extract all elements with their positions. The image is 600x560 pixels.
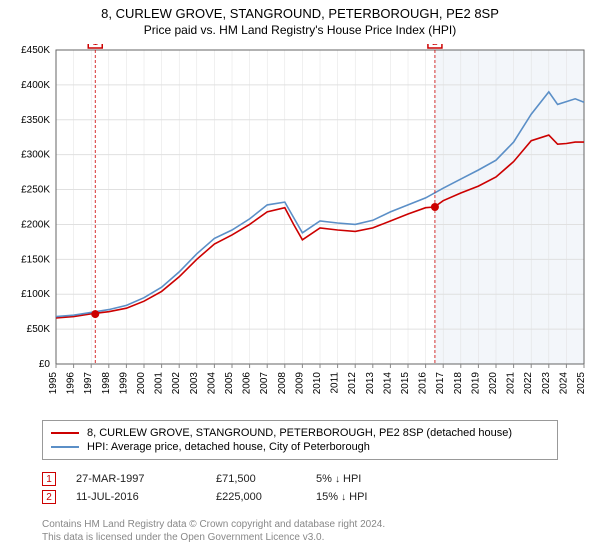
svg-text:1995: 1995 <box>48 372 59 395</box>
transaction-price: £225,000 <box>216 491 316 503</box>
svg-text:2013: 2013 <box>365 372 376 395</box>
svg-text:£200K: £200K <box>21 219 50 230</box>
svg-text:2020: 2020 <box>488 372 499 395</box>
svg-text:2004: 2004 <box>206 372 217 395</box>
svg-text:2023: 2023 <box>541 372 552 395</box>
transaction-marker: 2 <box>42 490 56 504</box>
chart-area: £0 £50K £100K £150K £200K £250K £300K £350K £400… <box>8 44 592 414</box>
svg-text:£350K: £350K <box>21 115 50 126</box>
svg-text:2008: 2008 <box>277 372 288 395</box>
svg-text:2016: 2016 <box>418 372 429 395</box>
legend-label: HPI: Average price, detached house, City… <box>87 441 370 453</box>
footer-line: Contains HM Land Registry data © Crown c… <box>42 518 558 531</box>
svg-text:£300K: £300K <box>21 150 50 161</box>
svg-text:2003: 2003 <box>189 372 200 395</box>
chart-container: 8, CURLEW GROVE, STANGROUND, PETERBOROUG… <box>0 0 600 560</box>
svg-text:2011: 2011 <box>330 372 341 394</box>
chart-subtitle: Price paid vs. HM Land Registry's House … <box>0 23 600 37</box>
svg-text:£100K: £100K <box>21 289 50 300</box>
svg-text:2022: 2022 <box>523 372 534 395</box>
svg-text:2000: 2000 <box>136 372 147 395</box>
svg-text:2005: 2005 <box>224 372 235 395</box>
transaction-diff: 15% ↓ HPI <box>316 491 436 503</box>
down-arrow-icon: ↓ <box>341 492 346 503</box>
transaction-date: 27-MAR-1997 <box>76 473 216 485</box>
footer-line: This data is licensed under the Open Gov… <box>42 531 558 544</box>
svg-text:2015: 2015 <box>400 372 411 395</box>
svg-text:2002: 2002 <box>171 372 182 395</box>
down-arrow-icon: ↓ <box>335 474 340 485</box>
svg-text:£250K: £250K <box>21 185 50 196</box>
svg-text:2012: 2012 <box>347 372 358 395</box>
svg-text:2009: 2009 <box>294 372 305 395</box>
svg-text:2024: 2024 <box>558 372 569 395</box>
chart-svg: £0 £50K £100K £150K £200K £250K £300K £350K £400… <box>8 44 592 414</box>
svg-text:2019: 2019 <box>470 372 481 395</box>
transaction-date: 11-JUL-2016 <box>76 491 216 503</box>
transaction-marker: 1 <box>42 472 56 486</box>
svg-text:2021: 2021 <box>506 372 517 395</box>
svg-text:2018: 2018 <box>453 372 464 395</box>
svg-text:1998: 1998 <box>101 372 112 395</box>
footer-attribution: Contains HM Land Registry data © Crown c… <box>42 518 558 544</box>
svg-text:2017: 2017 <box>435 372 446 395</box>
legend-box: 8, CURLEW GROVE, STANGROUND, PETERBOROUG… <box>42 420 558 460</box>
svg-text:2001: 2001 <box>154 372 165 395</box>
transaction-row: 1 27-MAR-1997 £71,500 5% ↓ HPI <box>42 472 436 486</box>
transaction-diff: 5% ↓ HPI <box>316 473 436 485</box>
transaction-table: 1 27-MAR-1997 £71,500 5% ↓ HPI 2 11-JUL-… <box>42 468 436 508</box>
svg-text:2010: 2010 <box>312 372 323 395</box>
svg-text:1996: 1996 <box>66 372 77 395</box>
legend-swatch <box>51 432 79 434</box>
legend-item: HPI: Average price, detached house, City… <box>51 441 549 453</box>
svg-text:£50K: £50K <box>27 324 51 335</box>
svg-text:£450K: £450K <box>21 45 50 56</box>
svg-text:£150K: £150K <box>21 254 50 265</box>
transaction-price: £71,500 <box>216 473 316 485</box>
svg-text:2014: 2014 <box>382 372 393 395</box>
svg-text:1999: 1999 <box>118 372 129 395</box>
transaction-row: 2 11-JUL-2016 £225,000 15% ↓ HPI <box>42 490 436 504</box>
svg-text:2: 2 <box>432 44 438 48</box>
title-block: 8, CURLEW GROVE, STANGROUND, PETERBOROUG… <box>0 0 600 37</box>
svg-text:£400K: £400K <box>21 80 50 91</box>
svg-text:2025: 2025 <box>576 372 587 395</box>
svg-text:2006: 2006 <box>242 372 253 395</box>
chart-title: 8, CURLEW GROVE, STANGROUND, PETERBOROUG… <box>0 6 600 21</box>
legend-item: 8, CURLEW GROVE, STANGROUND, PETERBOROUG… <box>51 427 549 439</box>
svg-text:£0: £0 <box>39 359 51 370</box>
legend-swatch <box>51 446 79 448</box>
svg-text:1997: 1997 <box>83 372 94 395</box>
svg-text:2007: 2007 <box>259 372 270 395</box>
legend-label: 8, CURLEW GROVE, STANGROUND, PETERBOROUG… <box>87 427 512 439</box>
svg-text:1: 1 <box>92 44 98 48</box>
